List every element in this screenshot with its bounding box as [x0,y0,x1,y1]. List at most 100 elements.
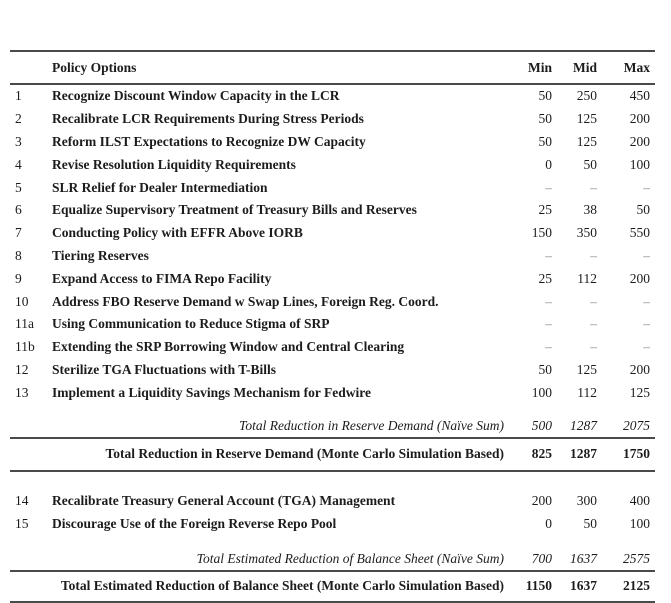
mid-value: – [590,247,597,263]
max-value: – [643,247,650,263]
policy-label: Implement a Liquidity Savings Mechanism … [52,384,372,400]
row-number: 4 [15,156,22,172]
max-value: 450 [629,88,650,104]
table-row: 8 Tiering Reserves – – – [10,245,655,268]
max-value: 550 [629,225,650,241]
table-row: 1 Recognize Discount Window Capacity in … [10,85,655,108]
max-value: 200 [629,111,650,127]
policy-options-table: Policy Options Min Mid Max 1 Recognize D… [10,0,655,603]
mid-value: 1287 [570,446,597,462]
row-number: 8 [15,247,22,263]
min-value: 700 [531,551,552,567]
min-value: 150 [531,225,552,241]
policy-label: Reform ILST Expectations to Recognize DW… [52,133,366,149]
policy-label: SLR Relief for Dealer Intermediation [52,179,268,195]
min-value: 50 [538,111,553,127]
max-value: 200 [629,270,650,286]
mid-value: 1637 [570,551,597,567]
mid-value: 1637 [570,578,597,594]
mid-value: 1287 [570,418,597,434]
max-value: 2575 [623,551,650,567]
mid-value: – [590,316,597,332]
mid-value: 300 [576,492,597,508]
header-mid: Mid [572,59,597,75]
header-rule [10,83,655,85]
mid-value: – [590,293,597,309]
row-number: 5 [15,179,22,195]
header-max: Max [623,59,650,75]
table-row: 14 Recalibrate Treasury General Account … [10,490,655,513]
monte-carlo-label: Total Reduction in Reserve Demand (Monte… [105,446,505,462]
row-number: 1 [15,88,22,104]
section-divider-rule [10,469,655,472]
row-number: 13 [15,384,29,400]
table-row: 4 Revise Resolution Liquidity Requiremen… [10,153,655,176]
min-value: – [545,293,552,309]
row-number: 2 [15,111,22,127]
min-value: 50 [538,361,553,377]
top-rule [10,50,655,52]
header-min: Min [527,59,552,75]
table-row: 3 Reform ILST Expectations to Recognize … [10,131,655,154]
mid-value: 38 [583,202,598,218]
row-number: 3 [15,133,22,149]
min-value: 200 [531,492,552,508]
mid-value: 125 [576,111,597,127]
policy-label: Expand Access to FIMA Repo Facility [52,270,272,286]
max-value: 200 [629,361,650,377]
max-value: 2075 [623,418,650,434]
policy-label: Recalibrate LCR Requirements During Stre… [52,111,364,127]
policy-label: Sterilize TGA Fluctuations with T-Bills [52,361,277,377]
table-row: 11a Using Communication to Reduce Stigma… [10,313,655,336]
row-number: 11a [15,316,34,332]
spacer [10,472,655,490]
mid-value: 350 [576,225,597,241]
row-number: 11b [15,339,35,355]
max-value: – [643,179,650,195]
min-value: 25 [538,270,553,286]
min-value: 0 [545,156,552,172]
spacer [10,404,655,415]
monte-carlo-label: Total Estimated Reduction of Balance She… [60,578,504,594]
mid-rule [10,570,655,572]
min-value: – [545,179,552,195]
min-value: 50 [538,88,553,104]
max-value: 100 [629,156,650,172]
table-row: 15 Discourage Use of the Foreign Reverse… [10,512,655,535]
table-row: 12 Sterilize TGA Fluctuations with T-Bil… [10,359,655,382]
min-value: 100 [531,384,552,400]
max-value: 400 [629,492,650,508]
policy-label: Recognize Discount Window Capacity in th… [52,88,340,104]
header-policy-options: Policy Options [52,59,137,75]
spacer [10,535,655,548]
mid-rule [10,437,655,439]
mid-value: 250 [576,88,597,104]
table-row: 6 Equalize Supervisory Treatment of Trea… [10,199,655,222]
min-value: – [545,247,552,263]
max-value: – [643,316,650,332]
monte-carlo-total-row-balance-sheet: Total Estimated Reduction of Balance She… [10,572,655,601]
policy-label: Using Communication to Reduce Stigma of … [52,316,330,332]
min-value: 500 [531,418,552,434]
mid-value: 50 [583,515,598,531]
naive-sum-row-balance-sheet: Total Estimated Reduction of Balance She… [10,548,655,570]
mid-value: 112 [577,270,597,286]
max-value: 200 [629,133,650,149]
policy-label: Revise Resolution Liquidity Requirements [52,156,296,172]
row-number: 14 [15,492,29,508]
mid-value: – [590,179,597,195]
policy-label: Address FBO Reserve Demand w Swap Lines,… [52,293,439,309]
min-value: 0 [545,515,552,531]
min-value: 825 [531,446,552,462]
mid-value: 125 [576,133,597,149]
max-value: 100 [629,515,650,531]
mid-value: 50 [583,156,598,172]
min-value: – [545,316,552,332]
min-value: 1150 [525,578,552,594]
max-value: 1750 [623,446,650,462]
table-row: 10 Address FBO Reserve Demand w Swap Lin… [10,290,655,313]
table-row: 13 Implement a Liquidity Savings Mechani… [10,381,655,404]
policy-label: Recalibrate Treasury General Account (TG… [52,492,396,508]
table-row: 9 Expand Access to FIMA Repo Facility 25… [10,267,655,290]
max-value: 125 [629,384,650,400]
